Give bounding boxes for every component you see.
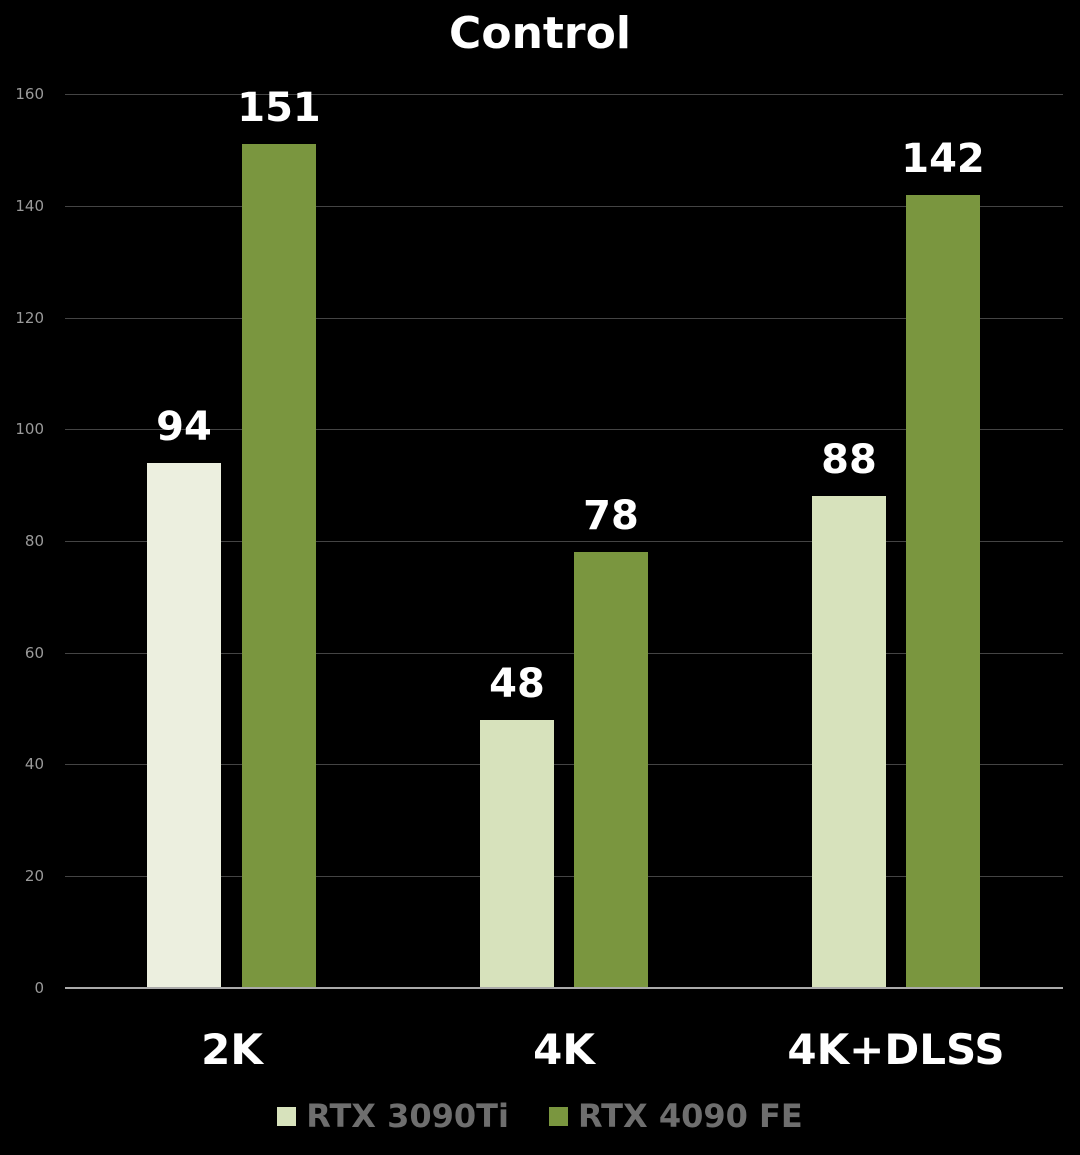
legend-swatch-icon <box>548 1106 568 1126</box>
gridline-140 <box>65 206 1063 207</box>
legend: RTX 3090Ti RTX 4090 FE <box>0 1096 1080 1136</box>
gridline-20 <box>65 876 1063 877</box>
legend-swatch-icon <box>277 1106 297 1126</box>
value-label: 78 <box>583 493 639 539</box>
y-tick-label: 100 <box>15 420 44 438</box>
y-tick-label: 40 <box>24 755 44 773</box>
bar-2k-rtx3090ti <box>147 463 221 988</box>
y-tick-label: 60 <box>24 644 44 662</box>
x-category-label: 4K <box>533 1025 595 1074</box>
gridline-100 <box>65 429 1063 430</box>
value-label: 142 <box>901 136 985 182</box>
value-label: 88 <box>821 437 877 483</box>
gridline-160 <box>65 94 1063 95</box>
gridline-120 <box>65 318 1063 319</box>
x-category-label: 4K+DLSS <box>787 1025 1005 1074</box>
legend-item-rtx4090fe[interactable]: RTX 4090 FE <box>548 1096 803 1136</box>
y-tick-label: 120 <box>15 309 44 327</box>
gridline-60 <box>65 653 1063 654</box>
x-category-label: 2K <box>201 1025 263 1074</box>
y-tick-label: 20 <box>24 867 44 885</box>
y-tick-label: 80 <box>24 532 44 550</box>
bar-4k-rtx3090ti <box>480 720 554 988</box>
value-label: 48 <box>489 661 545 707</box>
x-axis-baseline <box>65 987 1063 989</box>
y-tick-label: 160 <box>15 85 44 103</box>
bar-4kdlss-rtx4090fe <box>906 195 980 988</box>
y-tick-label: 140 <box>15 197 44 215</box>
bar-4k-rtx4090fe <box>574 552 648 988</box>
legend-item-rtx3090ti[interactable]: RTX 3090Ti <box>277 1096 509 1136</box>
gridline-80 <box>65 541 1063 542</box>
bar-2k-rtx4090fe <box>242 144 316 988</box>
bar-4kdlss-rtx3090ti <box>812 496 886 988</box>
gridline-40 <box>65 764 1063 765</box>
y-tick-label: 0 <box>34 979 44 997</box>
value-label: 151 <box>237 85 321 131</box>
legend-label: RTX 3090Ti <box>306 1097 509 1135</box>
chart-title: Control <box>449 8 631 59</box>
value-label: 94 <box>156 404 212 450</box>
legend-label: RTX 4090 FE <box>577 1097 803 1135</box>
